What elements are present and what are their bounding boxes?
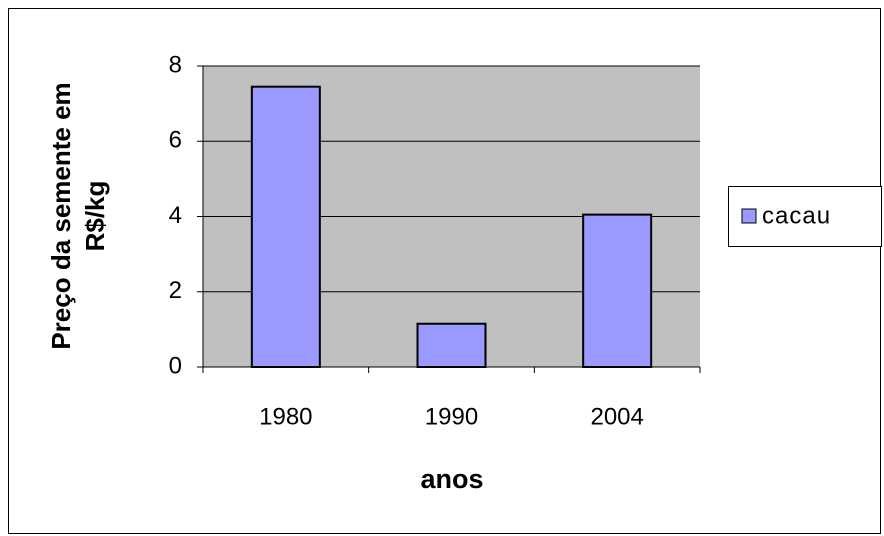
x-tick-label: 1990 [425,403,478,430]
y-tick-label: 0 [169,352,182,379]
legend-label: cacau [762,202,831,229]
y-tick-label: 6 [169,127,182,154]
x-axis-label: anos [420,464,483,494]
bar [250,85,321,368]
x-tick-label: 1980 [259,403,312,430]
y-axis-label: Preço da semente em R$/kg [46,82,110,349]
legend-swatch [741,208,757,224]
bar [416,322,487,369]
y-axis-label-line: Preço da semente em [46,82,76,349]
bar [582,213,653,368]
x-tick-label: 2004 [590,403,643,430]
y-tick-label: 4 [169,202,182,229]
y-tick-label: 8 [169,51,182,78]
y-axis-label-line: R$/kg [80,181,110,252]
y-tick-label: 2 [169,277,182,304]
